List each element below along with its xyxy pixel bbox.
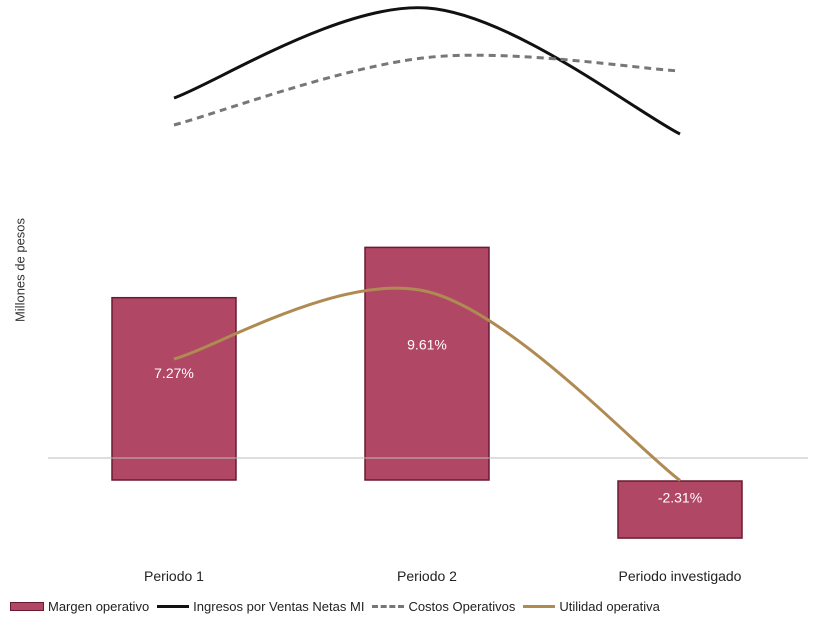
legend-item-ingresos: Ingresos por Ventas Netas MI (157, 599, 364, 614)
legend-swatch-ingresos (157, 604, 190, 608)
legend-label-margen: Margen operativo (48, 598, 150, 614)
line-utilidad (173, 286, 681, 482)
bar-3 (617, 480, 743, 539)
line-costos (173, 53, 681, 127)
x-ticks-group: Periodo 1 Periodo 2 Periodo investigado (144, 568, 742, 584)
bars-group (111, 246, 743, 539)
legend-swatch-costos (372, 604, 405, 608)
x-tick-label-2: Periodo 2 (397, 568, 457, 584)
legend: Margen operativo Ingresos por Ventas Net… (10, 596, 668, 616)
legend-swatch-margen (10, 601, 44, 611)
legend-swatch-utilidad (523, 604, 556, 608)
legend-label-utilidad: Utilidad operativa (559, 598, 660, 614)
bar-label-3: -2.31% (658, 490, 702, 506)
legend-item-utilidad: Utilidad operativa (523, 598, 660, 614)
legend-item-costos: Costos Operativos (372, 599, 515, 614)
line-ingresos (173, 6, 681, 136)
legend-label-costos: Costos Operativos (408, 598, 516, 614)
legend-item-margen: Margen operativo (10, 599, 149, 614)
bar-labels-group: 7.27% 9.61% -2.31% (154, 337, 702, 506)
y-axis-label: Millones de pesos (12, 217, 28, 323)
x-tick-label-3: Periodo investigado (619, 568, 742, 584)
legend-label-ingresos: Ingresos por Ventas Netas MI (193, 598, 365, 614)
x-tick-label-1: Periodo 1 (144, 568, 204, 584)
lines-group (173, 6, 681, 482)
bar-label-1: 7.27% (154, 365, 194, 381)
bar-label-2: 9.61% (407, 337, 447, 353)
bar-1 (111, 296, 237, 481)
bar-2 (364, 246, 490, 481)
